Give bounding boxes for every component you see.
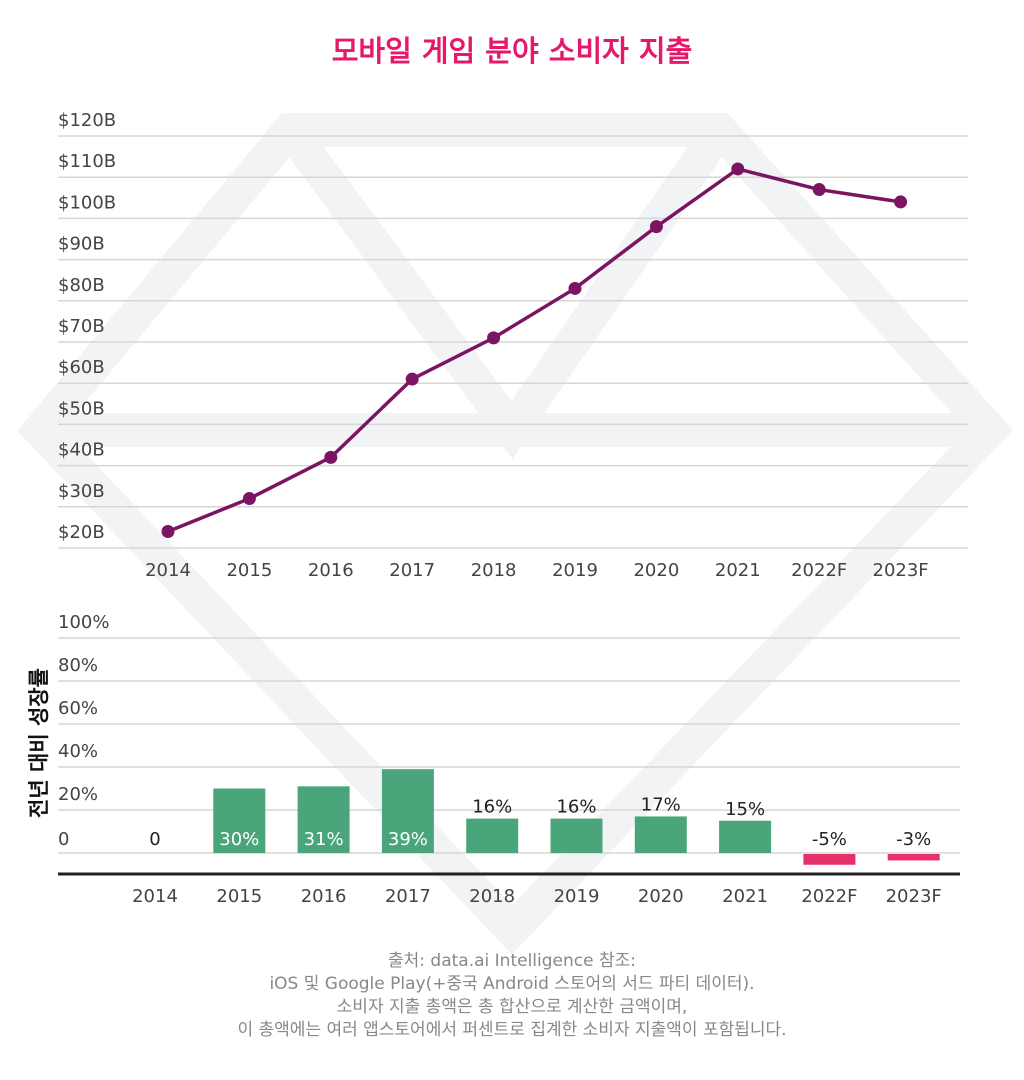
bar bbox=[803, 854, 856, 865]
y-tick-label: $70B bbox=[58, 316, 105, 337]
bar bbox=[550, 818, 603, 853]
y-tick-label: 20% bbox=[58, 784, 98, 805]
data-label: 17% bbox=[641, 794, 681, 815]
data-label: 16% bbox=[556, 797, 596, 818]
x-tick-label: 2014 bbox=[132, 886, 178, 907]
data-label: 15% bbox=[725, 799, 765, 820]
y-tick-label: 60% bbox=[58, 698, 98, 719]
line-chart: $20B $30B $40B $50B $60B $70B $80B $90B $100B $11… bbox=[58, 110, 968, 581]
x-tick-label: 2014 bbox=[145, 560, 191, 581]
x-tick-label: 2017 bbox=[389, 560, 435, 581]
y-tick-label: 80% bbox=[58, 655, 98, 676]
bar bbox=[213, 788, 266, 853]
x-tick-label: 2015 bbox=[226, 560, 272, 581]
series-line bbox=[167, 167, 901, 534]
data-label: 0 bbox=[149, 829, 160, 850]
x-tick-label: 2023F bbox=[873, 560, 929, 581]
bar bbox=[381, 769, 434, 853]
data-point bbox=[405, 372, 419, 386]
x-tick-label: 2018 bbox=[471, 560, 517, 581]
source-line: 소비자 지출 총액은 총 합산으로 계산한 금액이며, bbox=[336, 997, 688, 1017]
source-line: 이 총액에는 여러 앱스토어에서 퍼센트로 집계한 소비자 지출액이 포함됩니다… bbox=[237, 1020, 787, 1040]
data-point bbox=[487, 331, 501, 345]
data-point bbox=[894, 195, 908, 209]
x-tick-label: 2019 bbox=[554, 886, 600, 907]
data-point bbox=[242, 492, 256, 506]
y-tick-label: $60B bbox=[58, 357, 105, 378]
y-tick-label: $120B bbox=[58, 110, 116, 131]
source-line: 출처: data.ai Intelligence 참조: bbox=[388, 951, 636, 971]
bar-chart: 0 20% 40% 60% 80% 100% 2014 2015 2016 2017 2018 201… bbox=[58, 612, 960, 907]
y-tick-label: 0 bbox=[58, 829, 69, 850]
x-tick-label: 2022F bbox=[801, 886, 857, 907]
y-tick-label: $40B bbox=[58, 440, 105, 461]
y-tick-label: $110B bbox=[58, 151, 116, 172]
data-label: -3% bbox=[896, 829, 931, 850]
x-tick-label: 2021 bbox=[715, 560, 761, 581]
data-point bbox=[568, 281, 582, 295]
y-tick-label: $30B bbox=[58, 481, 105, 502]
data-point bbox=[324, 450, 338, 464]
data-label: 39% bbox=[388, 829, 428, 850]
x-tick-label: 2022F bbox=[791, 560, 847, 581]
x-tick-label: 2019 bbox=[552, 560, 598, 581]
bar bbox=[634, 816, 687, 853]
source-note: 출처: data.ai Intelligence 참조: iOS 및 Googl… bbox=[0, 950, 1024, 1042]
bar bbox=[719, 820, 772, 853]
y-tick-label: 40% bbox=[58, 741, 98, 762]
x-tick-label: 2020 bbox=[638, 886, 684, 907]
y-tick-label: $100B bbox=[58, 192, 116, 213]
x-tick-label: 2015 bbox=[216, 886, 262, 907]
data-point bbox=[731, 162, 745, 176]
y-tick-label: $20B bbox=[58, 522, 105, 543]
y-tick-label: 100% bbox=[58, 612, 109, 633]
data-label: -5% bbox=[812, 829, 847, 850]
x-tick-label: 2018 bbox=[469, 886, 515, 907]
x-tick-label: 2016 bbox=[308, 560, 354, 581]
chart-title: 모바일 게임 분야 소비자 지출 bbox=[331, 34, 693, 68]
data-point bbox=[649, 220, 663, 234]
x-tick-label: 2021 bbox=[722, 886, 768, 907]
bar bbox=[297, 786, 350, 853]
x-tick-label: 2016 bbox=[301, 886, 347, 907]
bar bbox=[466, 818, 519, 853]
y-tick-label: $80B bbox=[58, 275, 105, 296]
y-tick-label: $50B bbox=[58, 398, 105, 419]
data-label: 30% bbox=[219, 829, 259, 850]
data-label: 16% bbox=[472, 797, 512, 818]
data-point bbox=[812, 183, 826, 197]
y-tick-label: $90B bbox=[58, 234, 105, 255]
x-tick-label: 2023F bbox=[886, 886, 942, 907]
x-tick-label: 2020 bbox=[633, 560, 679, 581]
x-tick-label: 2017 bbox=[385, 886, 431, 907]
data-point bbox=[161, 525, 175, 539]
bar-y-axis-label: 전년 대비 성장률 bbox=[27, 668, 51, 818]
bar bbox=[887, 854, 940, 861]
source-line: iOS 및 Google Play(+중국 Android 스토어의 서드 파티… bbox=[269, 974, 755, 994]
data-label: 31% bbox=[304, 829, 344, 850]
